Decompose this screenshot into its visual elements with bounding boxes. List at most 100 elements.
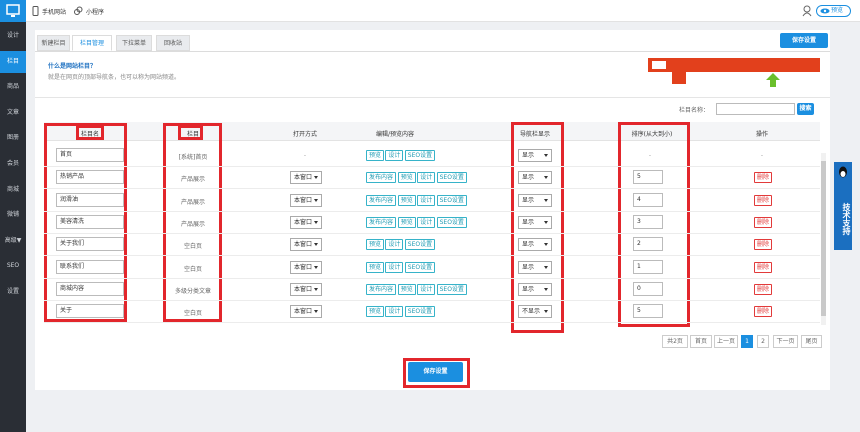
action-button[interactable]: 预览 xyxy=(397,216,416,228)
action-button[interactable]: 设计 xyxy=(385,239,404,251)
sort-input[interactable]: 5 xyxy=(633,170,663,185)
open-select[interactable]: 本窗口 xyxy=(290,305,322,319)
save-bottom[interactable]: 保存设置 xyxy=(408,362,463,382)
sidebar-item[interactable]: 设置 xyxy=(6,288,19,295)
sidebar-item[interactable]: 微铺 xyxy=(6,211,19,219)
action-button[interactable]: 发布内容 xyxy=(366,216,397,228)
logo[interactable] xyxy=(0,0,26,22)
sidebar-item[interactable]: SEO xyxy=(6,262,20,270)
preview-button[interactable]: 预览 xyxy=(816,5,851,17)
nav-select[interactable]: 显示 xyxy=(518,260,552,274)
action-button[interactable]: SEO设置 xyxy=(436,283,467,295)
sidebar-item[interactable]: 商城 xyxy=(6,185,19,193)
action-button[interactable]: SEO设置 xyxy=(436,216,467,228)
action-button[interactable]: 发布内容 xyxy=(366,283,397,295)
name-input[interactable]: 关于 xyxy=(56,304,124,319)
delete-button[interactable]: 删除 xyxy=(754,172,773,184)
page-button[interactable]: 2 xyxy=(757,335,769,348)
tab[interactable]: 下拉菜单 xyxy=(116,35,152,51)
action-button[interactable]: 设计 xyxy=(417,172,436,184)
sort-input[interactable]: 4 xyxy=(633,192,663,207)
page-button[interactable]: 上一页 xyxy=(714,335,738,348)
search-button[interactable]: 搜索 xyxy=(797,103,814,115)
action-button[interactable]: SEO设置 xyxy=(404,239,436,251)
open-select[interactable]: 本窗口 xyxy=(290,282,322,296)
action-button[interactable]: 设计 xyxy=(417,216,436,228)
nav-select[interactable]: 不显示 xyxy=(518,305,552,319)
name-input[interactable]: 商城内容 xyxy=(56,281,124,296)
action-button[interactable]: SEO设置 xyxy=(404,306,436,318)
action-button[interactable]: 设计 xyxy=(417,283,436,295)
sort-input[interactable]: 2 xyxy=(633,237,663,252)
column-type: [系统]首页 xyxy=(178,154,208,161)
action-button[interactable]: SEO设置 xyxy=(404,150,436,161)
nav-select[interactable]: 显示 xyxy=(518,238,552,252)
action-button[interactable]: 预览 xyxy=(397,283,416,295)
column-type: 空白页 xyxy=(183,243,202,251)
action-button[interactable]: 预览 xyxy=(366,239,385,251)
name-input[interactable]: 联系我们 xyxy=(56,259,124,274)
action-button[interactable]: 预览 xyxy=(366,150,385,161)
open-select[interactable]: 本窗口 xyxy=(290,171,322,185)
support-tab[interactable]: 技术支持 xyxy=(834,162,852,250)
name-input[interactable]: 热销产品 xyxy=(56,170,124,185)
delete-button[interactable]: 删除 xyxy=(754,216,773,228)
open-select[interactable]: 本窗口 xyxy=(290,193,322,207)
name-input[interactable]: 润滑油 xyxy=(56,192,124,207)
name-input[interactable]: 关于我们 xyxy=(56,237,124,252)
delete-button[interactable]: 删除 xyxy=(754,306,773,318)
sort-input[interactable]: 5 xyxy=(633,304,663,319)
sidebar-item[interactable]: 文章 xyxy=(6,108,19,116)
action-button[interactable]: 预览 xyxy=(366,261,385,273)
action-button[interactable]: 设计 xyxy=(417,194,436,206)
delete-button[interactable]: 删除 xyxy=(754,239,773,251)
miniprogram-link[interactable]: 小程序 xyxy=(86,9,105,16)
sidebar-item[interactable]: 栏目 xyxy=(0,50,26,73)
action-button[interactable]: SEO设置 xyxy=(436,172,467,184)
sort-input[interactable]: 0 xyxy=(633,281,663,296)
nav-select[interactable]: 显示 xyxy=(518,149,552,162)
action-button[interactable]: 预览 xyxy=(397,194,416,206)
sidebar-item[interactable]: 设计 xyxy=(6,32,19,39)
page-button[interactable]: 下一页 xyxy=(773,335,798,348)
open-select[interactable]: 本窗口 xyxy=(290,238,322,252)
tab[interactable]: 新建栏目 xyxy=(37,35,70,51)
delete-button[interactable]: 删除 xyxy=(754,194,773,206)
page-button[interactable]: 首页 xyxy=(690,335,712,348)
action-button[interactable]: 设计 xyxy=(385,261,404,273)
tab[interactable]: 栏目管理 xyxy=(72,35,112,51)
save-top[interactable]: 保存设置 xyxy=(780,33,828,48)
sidebar-item[interactable]: 商品 xyxy=(6,83,19,91)
scrollbar[interactable] xyxy=(821,153,826,325)
page-button[interactable]: 1 xyxy=(741,335,753,348)
action-button[interactable]: 预览 xyxy=(366,306,385,318)
delete-button[interactable]: 删除 xyxy=(754,261,773,273)
delete-button[interactable]: 删除 xyxy=(754,283,773,295)
name-input[interactable]: 美容清洗 xyxy=(56,214,124,229)
nav-select[interactable]: 显示 xyxy=(518,215,552,229)
nav-select[interactable]: 显示 xyxy=(518,171,552,185)
action-button[interactable]: 预览 xyxy=(397,172,416,184)
action-button[interactable]: 发布内容 xyxy=(366,172,397,184)
action-button[interactable]: 设计 xyxy=(385,306,404,318)
page-button[interactable]: 尾页 xyxy=(801,335,822,348)
mobile-link[interactable]: 手机网站 xyxy=(42,9,67,16)
action-button[interactable]: 设计 xyxy=(385,150,404,161)
action-button[interactable]: SEO设置 xyxy=(436,194,467,206)
name-input[interactable]: 首页 xyxy=(56,148,124,162)
nav-select[interactable]: 显示 xyxy=(518,193,552,207)
sidebar-item[interactable]: 会员 xyxy=(6,160,19,167)
sidebar-item[interactable]: 高级▼ xyxy=(4,236,22,244)
user-icon[interactable] xyxy=(802,5,812,17)
action-button[interactable]: 发布内容 xyxy=(366,194,397,206)
search-input[interactable] xyxy=(716,103,795,115)
sort-input[interactable]: 1 xyxy=(633,259,663,274)
action-button[interactable]: SEO设置 xyxy=(404,261,436,273)
open-select[interactable]: 本窗口 xyxy=(290,215,322,229)
nav-select[interactable]: 显示 xyxy=(518,282,552,296)
tab[interactable]: 回收站 xyxy=(156,35,190,51)
open-select[interactable]: 本窗口 xyxy=(290,260,322,274)
sort-input[interactable]: 3 xyxy=(633,214,663,229)
sidebar-item[interactable]: 图册 xyxy=(6,134,19,142)
page-button[interactable]: 共2页 xyxy=(662,335,688,348)
